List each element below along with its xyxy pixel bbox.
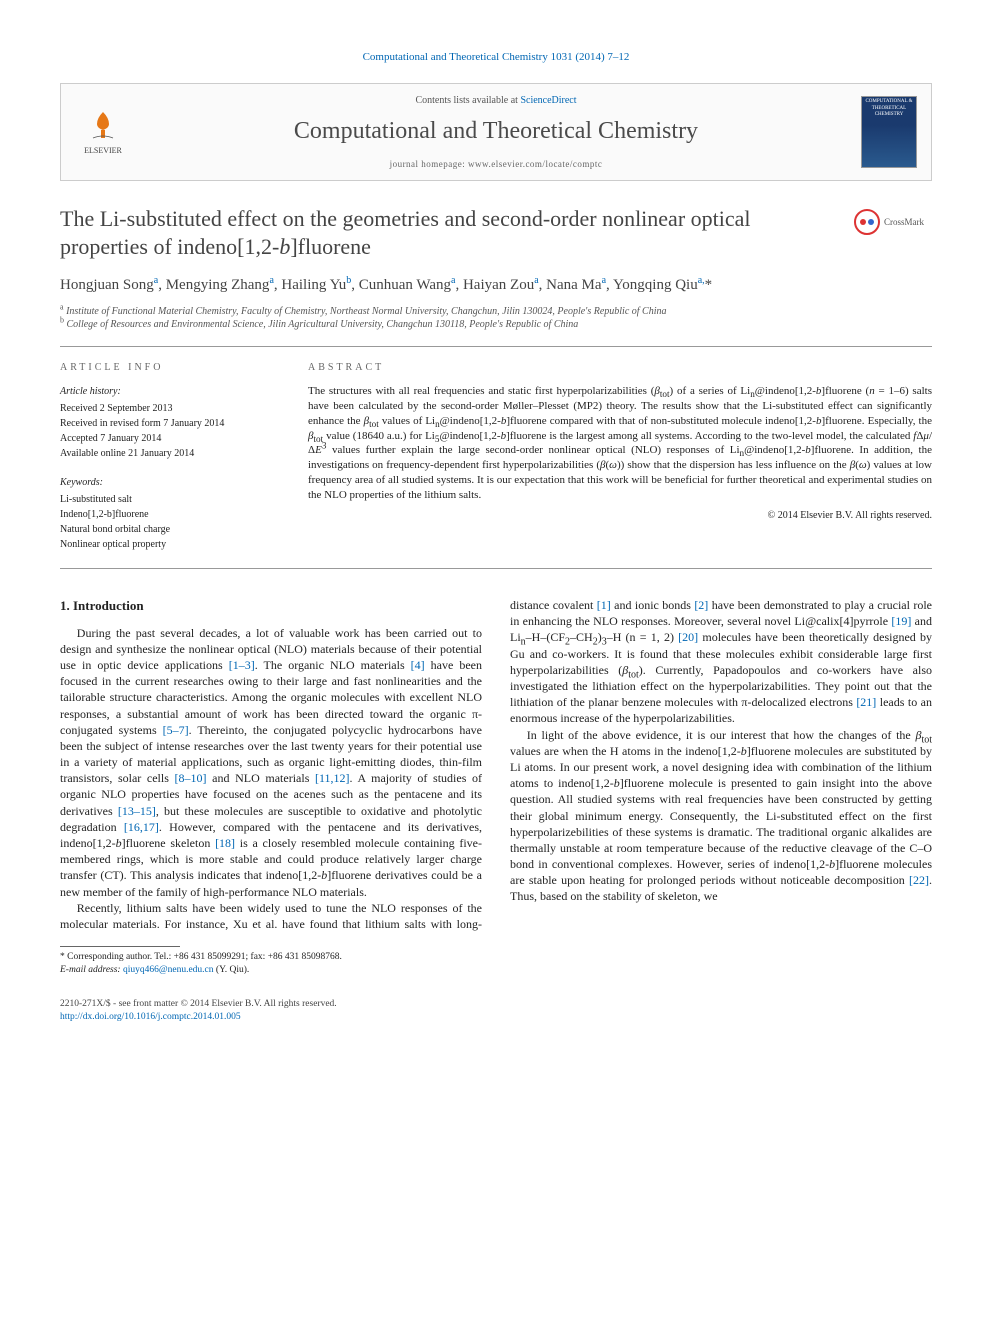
- affiliations: a Institute of Functional Material Chemi…: [60, 305, 932, 347]
- article-info-label: ARTICLE INFO: [60, 361, 280, 375]
- publisher-logo: ELSEVIER: [75, 104, 131, 160]
- journal-header: ELSEVIER Contents lists available at Sci…: [60, 83, 932, 181]
- keyword-item: Indeno[1,2-b]fluorene: [60, 507, 280, 522]
- keyword-item: Li-substituted salt: [60, 492, 280, 507]
- abstract-label: ABSTRACT: [308, 361, 932, 375]
- publisher-name: ELSEVIER: [84, 146, 122, 157]
- body-paragraph: In light of the above evidence, it is ou…: [510, 727, 932, 905]
- copyright-line: © 2014 Elsevier B.V. All rights reserved…: [308, 509, 932, 523]
- corresponding-author-footnote: * Corresponding author. Tel.: +86 431 85…: [60, 951, 932, 978]
- contents-line: Contents lists available at ScienceDirec…: [143, 94, 849, 108]
- elsevier-tree-icon: [83, 106, 123, 146]
- history-accepted: Accepted 7 January 2014: [60, 431, 280, 446]
- abstract: ABSTRACT The structures with all real fr…: [308, 361, 932, 553]
- front-matter-line: 2210-271X/$ - see front matter © 2014 El…: [60, 998, 932, 1011]
- sciencedirect-link[interactable]: ScienceDirect: [520, 95, 576, 106]
- keywords-label: Keywords:: [60, 475, 280, 490]
- doi-link[interactable]: http://dx.doi.org/10.1016/j.comptc.2014.…: [60, 1012, 241, 1022]
- footnote-rule: [60, 946, 180, 947]
- body-paragraph: During the past several decades, a lot o…: [60, 625, 482, 900]
- crossmark-icon: [854, 209, 880, 235]
- page-footer: 2210-271X/$ - see front matter © 2014 El…: [60, 998, 932, 1024]
- journal-citation: Computational and Theoretical Chemistry …: [60, 50, 932, 65]
- journal-cover-thumbnail: COMPUTATIONAL & THEORETICAL CHEMISTRY: [861, 96, 917, 168]
- article-body: 1. Introduction During the past several …: [60, 597, 932, 932]
- email-link[interactable]: qiuyq466@nenu.edu.cn: [123, 965, 214, 975]
- history-revised: Received in revised form 7 January 2014: [60, 416, 280, 431]
- crossmark-badge[interactable]: CrossMark: [854, 209, 932, 235]
- history-label: Article history:: [60, 384, 280, 399]
- keyword-item: Natural bond orbital charge: [60, 522, 280, 537]
- article-info-sidebar: ARTICLE INFO Article history: Received 2…: [60, 361, 280, 553]
- history-received: Received 2 September 2013: [60, 401, 280, 416]
- keyword-item: Nonlinear optical property: [60, 537, 280, 552]
- abstract-text: The structures with all real frequencies…: [308, 384, 932, 503]
- history-online: Available online 21 January 2014: [60, 446, 280, 461]
- authors-list: Hongjuan Songa, Mengying Zhanga, Hailing…: [60, 274, 932, 297]
- journal-name: Computational and Theoretical Chemistry: [143, 115, 849, 147]
- article-title: The Li-substituted effect on the geometr…: [60, 205, 932, 262]
- section-heading: 1. Introduction: [60, 597, 482, 615]
- journal-homepage: journal homepage: www.elsevier.com/locat…: [143, 158, 849, 170]
